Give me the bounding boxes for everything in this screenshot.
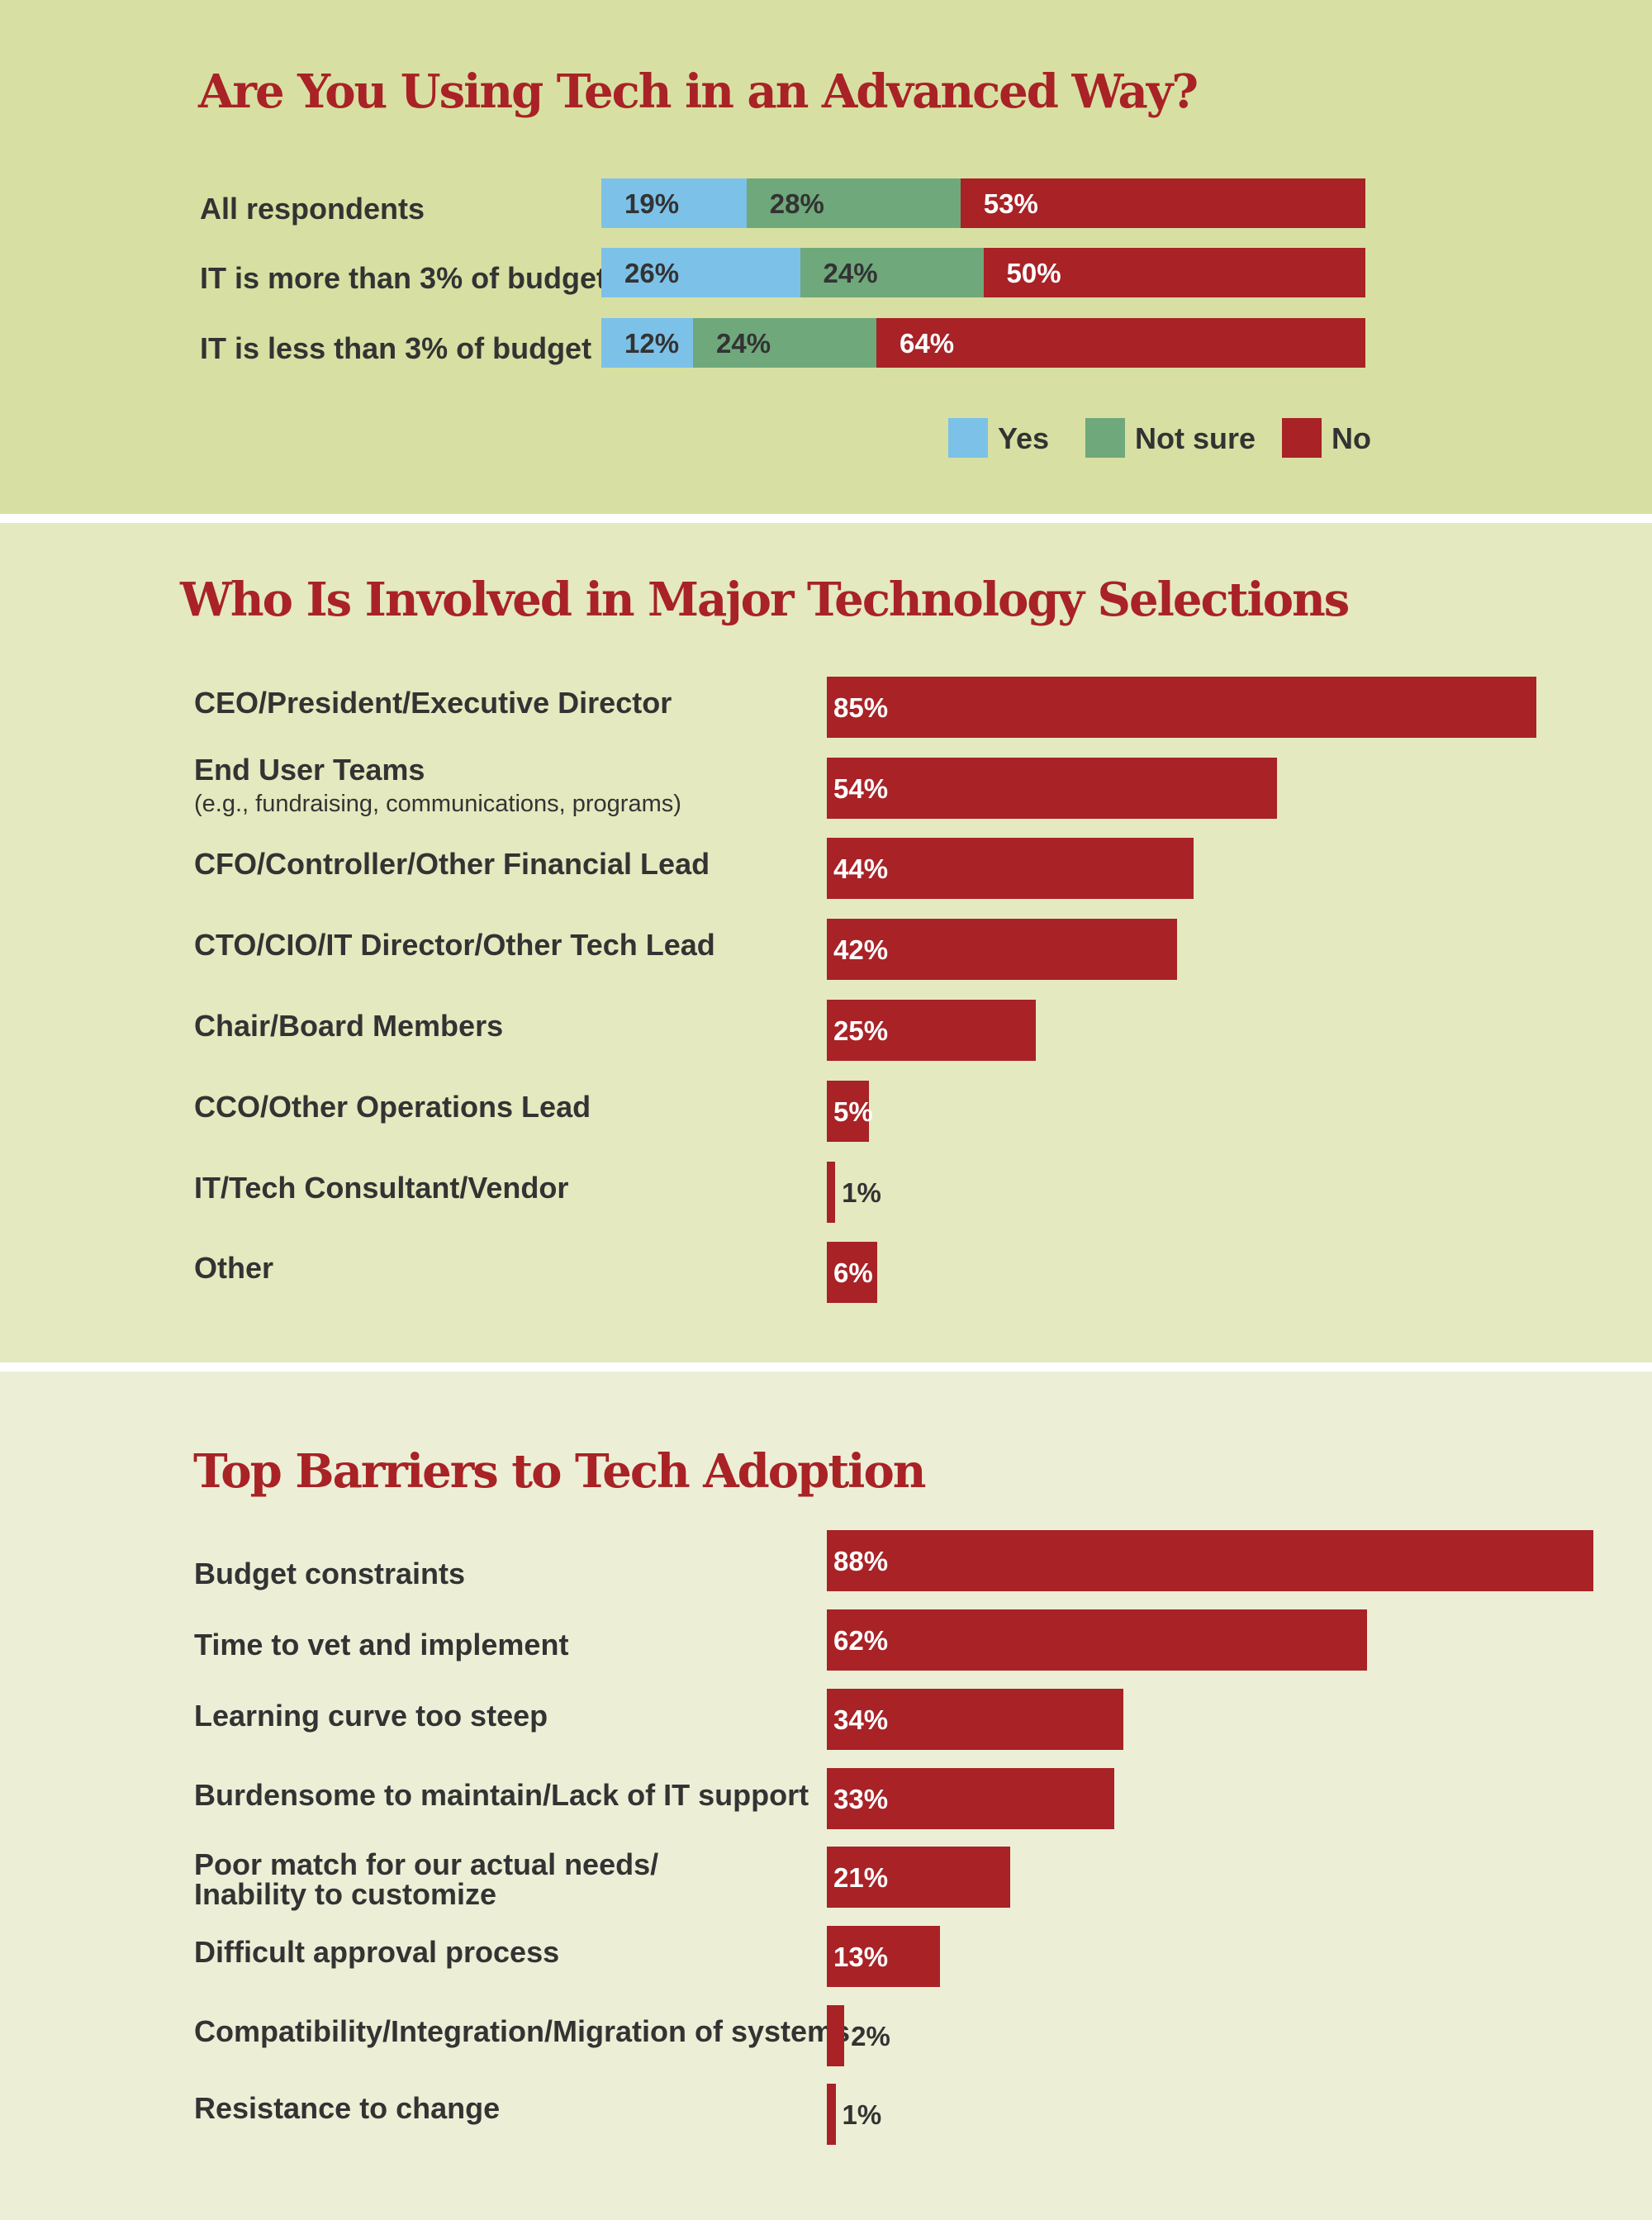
category-sublabel: (e.g., fundraising, communications, prog… (194, 791, 681, 817)
category-label: Burdensome to maintain/Lack of IT suppor… (194, 1778, 809, 1812)
category-label: CCO/Other Operations Lead (194, 1090, 591, 1124)
tech-selection-panel: Who Is Involved in Major Technology Sele… (0, 523, 1652, 1362)
data-label: 50% (1006, 258, 1061, 288)
bar (827, 1926, 941, 1987)
bar-segment-yes (601, 248, 800, 297)
bar (827, 919, 1178, 980)
bar (827, 1530, 1594, 1591)
category-label: IT is more than 3% of budget (200, 261, 607, 295)
barriers-panel: Top Barriers to Tech Adoption Budget con… (0, 1371, 1652, 2220)
category-label: Resistance to change (194, 2091, 501, 2125)
legend-swatch (1282, 418, 1322, 458)
chart-title: Who Is Involved in Major Technology Sele… (180, 573, 1350, 627)
bar-segment-no (983, 248, 1365, 297)
bar-segment-no (960, 178, 1365, 228)
data-label: 34% (833, 1704, 889, 1735)
category-label: End User Teams (194, 753, 425, 787)
bar-segment-not-sure (800, 248, 984, 297)
category-label: IT/Tech Consultant/Vendor (194, 1171, 569, 1205)
data-label: 33% (833, 1783, 889, 1814)
legend-label: Not sure (1135, 421, 1256, 455)
bar-segment-yes (601, 178, 747, 228)
data-label: 42% (833, 934, 889, 965)
advanced-tech-panel: Are You Using Tech in an Advanced Way? A… (0, 0, 1652, 514)
bar (827, 1847, 1010, 1908)
category-label: CEO/President/Executive Director (194, 686, 672, 720)
data-label: 24% (716, 328, 771, 359)
data-label: 88% (833, 1545, 889, 1576)
category-label: All respondents (200, 192, 425, 226)
data-label: 1% (842, 1177, 881, 1208)
legend-swatch (1085, 418, 1125, 458)
data-label: 54% (833, 772, 889, 804)
data-label: 1% (842, 2099, 882, 2130)
data-label: 5% (833, 1096, 873, 1127)
data-label: 6% (833, 1257, 873, 1288)
bar (827, 838, 1194, 899)
bar (827, 1689, 1123, 1750)
bar (827, 758, 1278, 819)
data-label: 64% (900, 328, 955, 359)
category-label: Compatibility/Integration/Migration of s… (194, 2014, 851, 2048)
category-label: Other (194, 1251, 274, 1285)
data-label: 62% (833, 1624, 889, 1656)
category-label: Difficult approval process (194, 1935, 560, 1969)
data-label: 2% (851, 2020, 890, 2051)
data-label: 53% (983, 188, 1038, 219)
category-label: CFO/Controller/Other Financial Lead (194, 847, 710, 881)
data-label: 85% (833, 692, 889, 723)
category-label: Poor match for our actual needs/ (194, 1847, 659, 1881)
category-label: IT is less than 3% of budget (200, 331, 592, 365)
data-label: 19% (624, 188, 680, 219)
bar (827, 1768, 1115, 1829)
bar-segment-no (876, 318, 1365, 368)
category-label: Chair/Board Members (194, 1009, 504, 1043)
bar-segment-not-sure (746, 178, 961, 228)
bar (827, 677, 1536, 738)
category-label: Time to vet and implement (194, 1628, 569, 1661)
bar (827, 1081, 869, 1142)
chart-title: Are You Using Tech in an Advanced Way? (198, 64, 1199, 119)
bar (827, 1000, 1036, 1061)
data-label: 21% (833, 1861, 889, 1893)
bar-segment-not-sure (693, 318, 876, 368)
data-label: 24% (823, 258, 878, 288)
data-label: 25% (833, 1015, 889, 1046)
bar (827, 1242, 877, 1303)
chart-title: Top Barriers to Tech Adoption (193, 1444, 927, 1499)
data-label: 13% (833, 1941, 889, 1972)
bar (827, 1162, 836, 1223)
bar-segment-yes (601, 318, 693, 368)
legend-swatch (948, 418, 988, 458)
bar (827, 2005, 845, 2066)
category-label: Learning curve too steep (194, 1699, 548, 1733)
data-label: 12% (624, 328, 680, 359)
category-label: Inability to customize (194, 1877, 497, 1911)
bar (827, 1609, 1368, 1671)
category-label: Budget constraints (194, 1557, 466, 1590)
data-label: 44% (833, 853, 889, 884)
data-label: 26% (624, 258, 680, 288)
category-label: CTO/CIO/IT Director/Other Tech Lead (194, 928, 715, 962)
bar (827, 2084, 836, 2145)
legend-label: Yes (998, 421, 1050, 455)
legend-label: No (1332, 421, 1371, 455)
data-label: 28% (769, 188, 824, 219)
